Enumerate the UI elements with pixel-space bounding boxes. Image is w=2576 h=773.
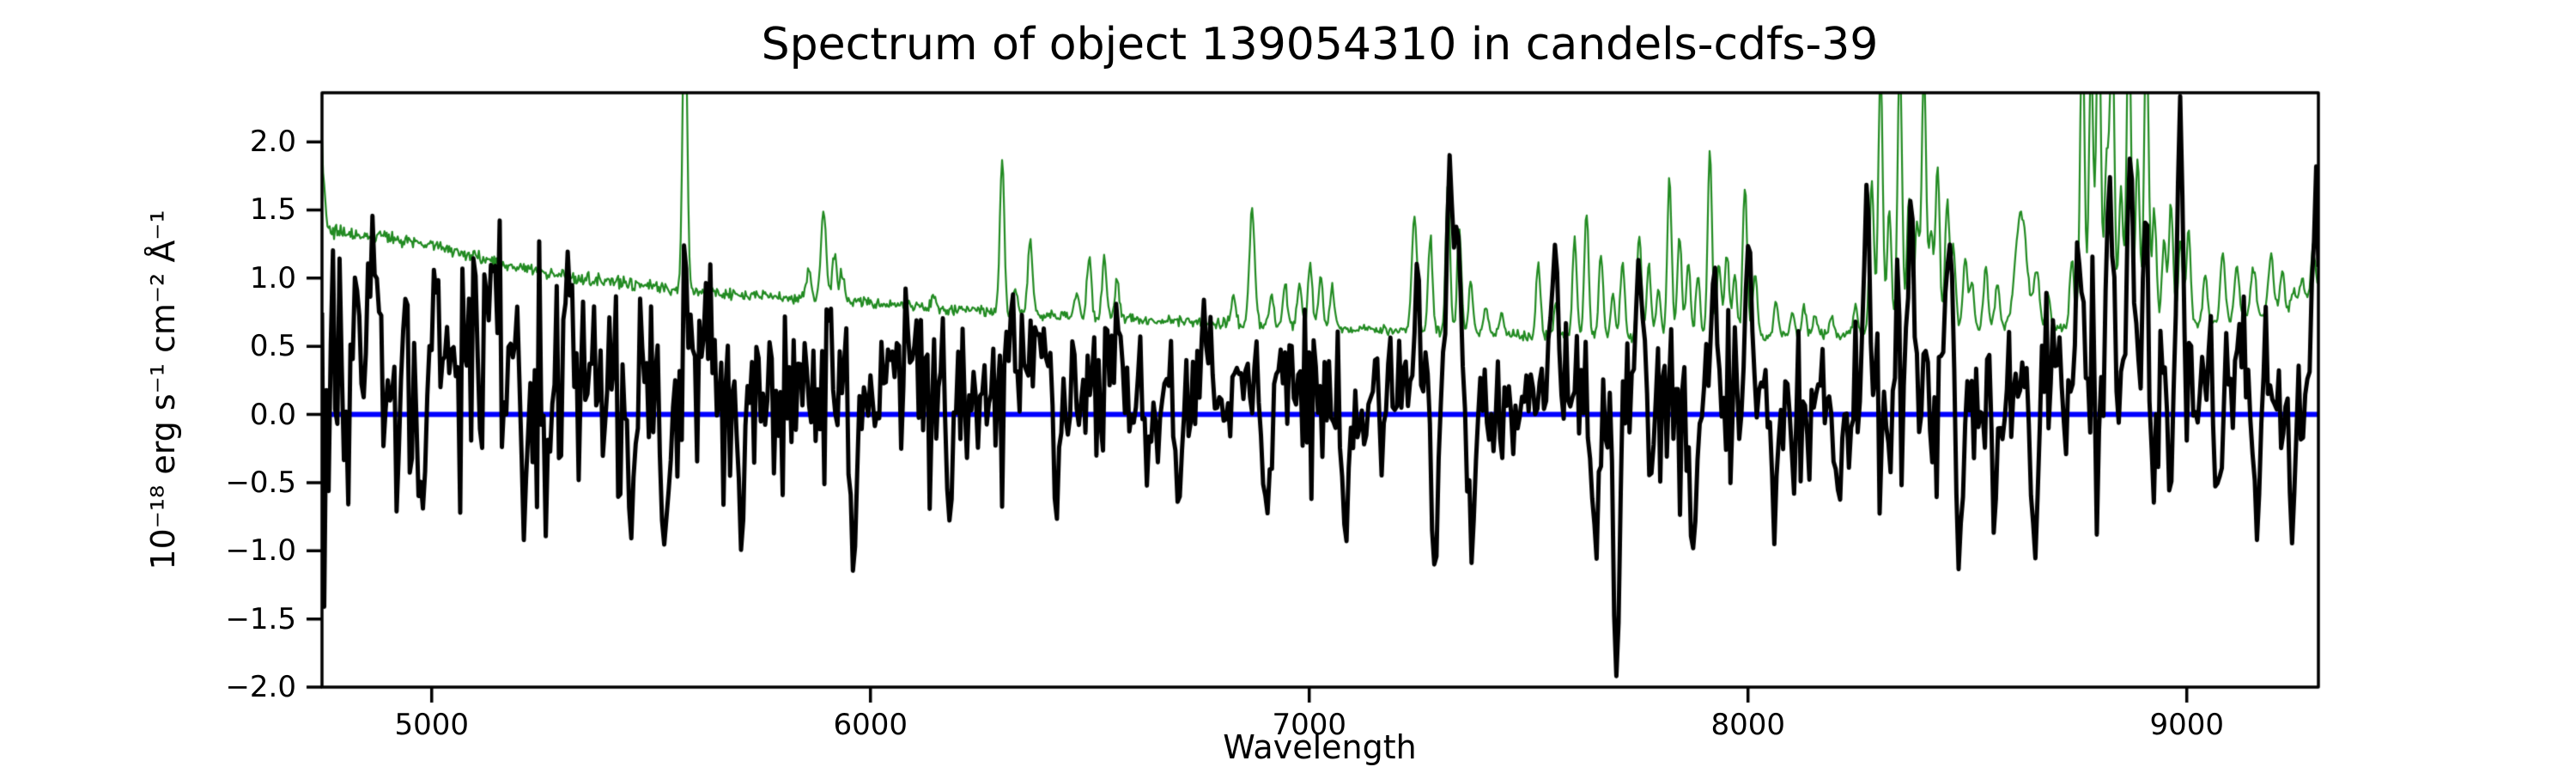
x-tick-label: 5000 bbox=[394, 708, 469, 742]
y-tick-label: 0.5 bbox=[249, 329, 296, 364]
x-axis-label: Wavelength bbox=[1223, 728, 1417, 766]
x-tick-label: 6000 bbox=[833, 708, 908, 742]
y-tick-label: 1.0 bbox=[249, 260, 296, 295]
y-tick-label: 1.5 bbox=[249, 192, 296, 228]
y-tick-label: −2.0 bbox=[225, 670, 296, 704]
y-tick-label: 2.0 bbox=[249, 125, 296, 160]
x-tick-label: 9000 bbox=[2149, 708, 2224, 742]
plot-title: Spectrum of object 139054310 in candels-… bbox=[761, 19, 1879, 70]
y-tick-label: −1.5 bbox=[225, 601, 296, 636]
x-tick-label: 8000 bbox=[1710, 708, 1785, 742]
y-tick-label: −1.0 bbox=[225, 533, 296, 569]
x-tick-label: 7000 bbox=[1272, 708, 1346, 742]
y-tick-label: −0.5 bbox=[225, 465, 296, 500]
y-tick-label: 0.0 bbox=[249, 397, 296, 432]
y-axis-label: 10⁻¹⁸ erg s⁻¹ cm⁻² Å⁻¹ bbox=[144, 210, 182, 570]
